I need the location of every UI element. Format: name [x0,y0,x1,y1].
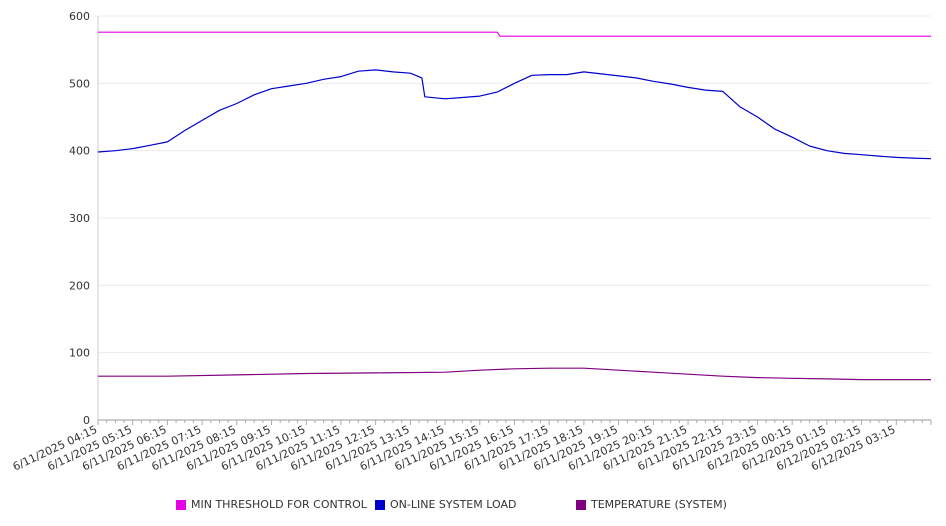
legend-swatch [375,499,385,510]
axes [97,16,932,425]
series-line-3 [98,367,931,381]
y-tick-label: 600 [69,10,90,23]
legend-swatch [176,499,186,510]
y-tick-label: 100 [69,347,90,360]
grid-lines [98,15,931,354]
y-tick-label: 300 [69,212,90,225]
x-tick-labels: 6/11/2025 04:156/11/2025 05:156/11/2025 … [11,423,898,473]
legend-swatch [576,499,586,510]
legend-item: ON-LINE SYSTEM LOAD [375,498,516,511]
y-tick-labels: 0 100 200 300 400 500 600 [69,10,90,427]
series-line-1 [98,31,931,37]
series-lines [97,31,932,381]
legend: MIN THRESHOLD FOR CONTROL ON-LINE SYSTEM … [0,498,946,514]
legend-item: TEMPERATURE (SYSTEM) [576,498,727,511]
y-tick-label: 400 [69,145,90,158]
y-tick-label: 500 [69,77,90,90]
legend-label: MIN THRESHOLD FOR CONTROL [191,498,367,511]
legend-label: ON-LINE SYSTEM LOAD [390,498,517,511]
legend-label: TEMPERATURE (SYSTEM) [591,498,727,511]
y-tick-label: 200 [69,279,90,292]
series-line-2 [97,69,932,160]
legend-item: MIN THRESHOLD FOR CONTROL [176,498,367,511]
y-tick-label: 0 [83,414,90,427]
